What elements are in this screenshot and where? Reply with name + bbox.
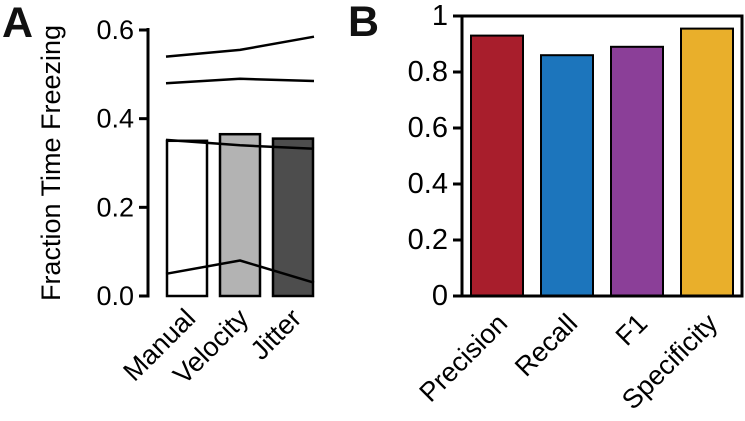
panel-b-bar-f1: [610, 45, 664, 297]
panel-a-subject-line-2: [165, 77, 315, 85]
panel-b-bar-precision: [470, 34, 524, 297]
panel-b-x-label-f1: F1: [610, 308, 653, 351]
panel-a-bar-velocity: [218, 132, 262, 298]
panel-b-x-label-precision: Precision: [414, 308, 514, 408]
panel-b-y-tick-label: 0: [432, 280, 448, 312]
panel-b-y-tick-label: 0.8: [408, 56, 448, 88]
panel-a-label: A: [2, 0, 34, 47]
panel-a-bar-jitter: [271, 137, 315, 298]
panel-b-plot-frame: [460, 14, 744, 298]
panel-b-x-label-recall: Recall: [509, 308, 583, 382]
panel-b-bar-specificity: [680, 27, 734, 297]
panel-a-x-label-jitter: Jitter: [245, 303, 308, 366]
panel-a-y-tick-label: 0.2: [96, 192, 134, 222]
panel-b-y-tick-label: 1: [432, 0, 448, 32]
panel-a-subject-line-4: [165, 259, 315, 284]
panel-a-subject-line-1: [165, 35, 315, 58]
panel-a-y-axis-title: Fraction Time Freezing: [36, 25, 66, 301]
panel-b-label: B: [348, 0, 380, 46]
panel-a-y-tick-label: 0.6: [96, 15, 134, 45]
panel-b-y-tick-label: 0.6: [408, 112, 448, 144]
panel-b-y-tick-label: 0.4: [408, 168, 448, 200]
panel-a-subject-line-3: [165, 138, 315, 151]
panel-a-y-tick-label: 0.0: [96, 281, 134, 311]
panel-b-y-tick-label: 0.2: [408, 224, 448, 256]
panel-b-bar-recall: [540, 54, 594, 298]
panel-a-y-tick-label: 0.4: [96, 104, 134, 134]
